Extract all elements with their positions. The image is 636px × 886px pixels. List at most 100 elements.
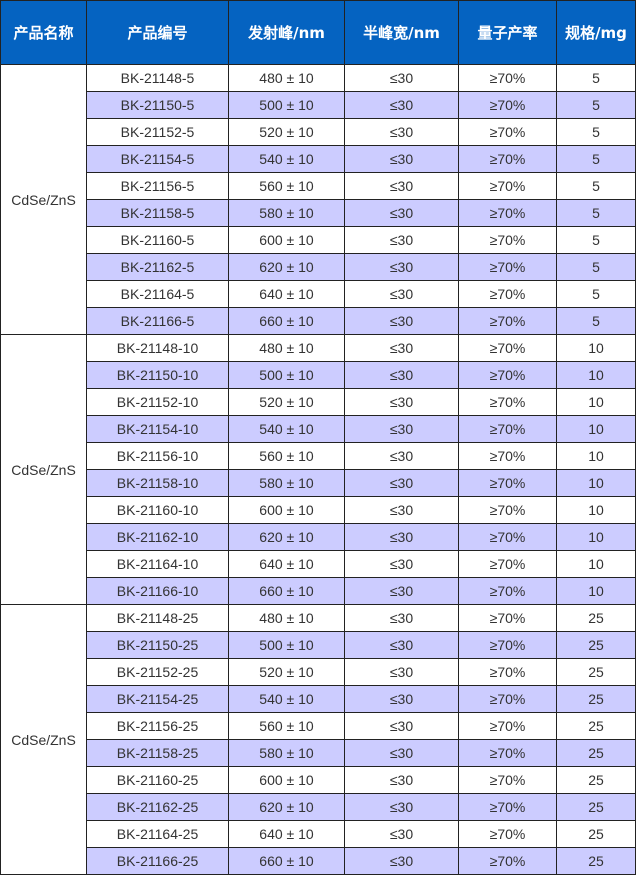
spec-cell: 5 (556, 64, 636, 92)
spec-cell: 25 (556, 847, 636, 875)
emission-peak-cell: 540 ± 10 (228, 685, 345, 713)
fwhm-cell: ≤30 (344, 496, 459, 524)
quantum-yield-cell: ≥70% (458, 523, 557, 551)
product-code-cell: BK-21150-5 (86, 91, 229, 119)
quantum-yield-cell: ≥70% (458, 685, 557, 713)
table-row: BK-21156-25 560 ± 10 ≤30 ≥70% 25 (1, 712, 636, 740)
fwhm-cell: ≤30 (344, 118, 459, 146)
emission-peak-cell: 500 ± 10 (228, 91, 345, 119)
spec-cell: 5 (556, 91, 636, 119)
quantum-yield-cell: ≥70% (458, 604, 557, 632)
quantum-yield-cell: ≥70% (458, 577, 557, 605)
fwhm-cell: ≤30 (344, 631, 459, 659)
emission-peak-cell: 540 ± 10 (228, 415, 345, 443)
emission-peak-cell: 640 ± 10 (228, 820, 345, 848)
table-row: BK-21158-5 580 ± 10 ≤30 ≥70% 5 (1, 199, 636, 227)
spec-cell: 10 (556, 388, 636, 416)
quantum-yield-cell: ≥70% (458, 847, 557, 875)
fwhm-cell: ≤30 (344, 550, 459, 578)
quantum-yield-cell: ≥70% (458, 442, 557, 470)
header-product-name: 产品名称 (0, 0, 87, 65)
table-row: BK-21158-25 580 ± 10 ≤30 ≥70% 25 (1, 739, 636, 767)
table-row: BK-21152-25 520 ± 10 ≤30 ≥70% 25 (1, 658, 636, 686)
fwhm-cell: ≤30 (344, 199, 459, 227)
table-row: BK-21162-10 620 ± 10 ≤30 ≥70% 10 (1, 523, 636, 551)
spec-cell: 10 (556, 415, 636, 443)
spec-cell: 25 (556, 793, 636, 821)
table-row: BK-21154-10 540 ± 10 ≤30 ≥70% 10 (1, 415, 636, 443)
product-code-cell: BK-21152-25 (86, 658, 229, 686)
emission-peak-cell: 480 ± 10 (228, 604, 345, 632)
spec-cell: 25 (556, 685, 636, 713)
fwhm-cell: ≤30 (344, 739, 459, 767)
table-row: BK-21150-5 500 ± 10 ≤30 ≥70% 5 (1, 91, 636, 119)
fwhm-cell: ≤30 (344, 334, 459, 362)
emission-peak-cell: 520 ± 10 (228, 118, 345, 146)
fwhm-cell: ≤30 (344, 361, 459, 389)
fwhm-cell: ≤30 (344, 604, 459, 632)
header-emission-peak: 发射峰/nm (228, 0, 345, 65)
spec-cell: 25 (556, 766, 636, 794)
spec-cell: 10 (556, 577, 636, 605)
spec-cell: 10 (556, 469, 636, 497)
fwhm-cell: ≤30 (344, 469, 459, 497)
fwhm-cell: ≤30 (344, 766, 459, 794)
emission-peak-cell: 560 ± 10 (228, 442, 345, 470)
table-row: CdSe/ZnS BK-21148-10 480 ± 10 ≤30 ≥70% 10 (0, 334, 636, 605)
emission-peak-cell: 660 ± 10 (228, 307, 345, 335)
spec-cell: 10 (556, 442, 636, 470)
quantum-yield-cell: ≥70% (458, 145, 557, 173)
fwhm-cell: ≤30 (344, 415, 459, 443)
spec-cell: 10 (556, 496, 636, 524)
product-name-cell: CdSe/ZnS (0, 334, 87, 605)
spec-cell: 10 (556, 523, 636, 551)
quantum-yield-cell: ≥70% (458, 334, 557, 362)
product-name-cell: CdSe/ZnS (0, 604, 87, 875)
product-code-cell: BK-21152-5 (86, 118, 229, 146)
quantum-yield-cell: ≥70% (458, 253, 557, 281)
quantum-yield-cell: ≥70% (458, 388, 557, 416)
quantum-yield-cell: ≥70% (458, 820, 557, 848)
spec-cell: 25 (556, 631, 636, 659)
product-code-cell: BK-21154-25 (86, 685, 229, 713)
header-product-code: 产品编号 (86, 0, 229, 65)
spec-cell: 5 (556, 199, 636, 227)
table-body: CdSe/ZnS BK-21148-5 480 ± 10 ≤30 ≥70% 5 BK-211… (0, 64, 636, 875)
emission-peak-cell: 520 ± 10 (228, 388, 345, 416)
quantum-yield-cell: ≥70% (458, 631, 557, 659)
fwhm-cell: ≤30 (344, 145, 459, 173)
emission-peak-cell: 640 ± 10 (228, 550, 345, 578)
emission-peak-cell: 560 ± 10 (228, 712, 345, 740)
fwhm-cell: ≤30 (344, 253, 459, 281)
product-code-cell: BK-21164-10 (86, 550, 229, 578)
product-code-cell: BK-21158-10 (86, 469, 229, 497)
table-row: BK-21164-5 640 ± 10 ≤30 ≥70% 5 (1, 280, 636, 308)
table-row: BK-21166-5 660 ± 10 ≤30 ≥70% 5 (1, 307, 636, 335)
fwhm-cell: ≤30 (344, 226, 459, 254)
header-row: 产品名称 产品编号 发射峰/nm 半峰宽/nm 量子产率 规格/mg (0, 0, 636, 65)
emission-peak-cell: 660 ± 10 (228, 847, 345, 875)
emission-peak-cell: 500 ± 10 (228, 631, 345, 659)
spec-cell: 5 (556, 307, 636, 335)
table-row: BK-21160-10 600 ± 10 ≤30 ≥70% 10 (1, 496, 636, 524)
product-code-cell: BK-21154-5 (86, 145, 229, 173)
spec-cell: 10 (556, 550, 636, 578)
product-code-cell: BK-21166-25 (86, 847, 229, 875)
quantum-yield-cell: ≥70% (458, 766, 557, 794)
product-code-cell: BK-21164-25 (86, 820, 229, 848)
table-row: CdSe/ZnS BK-21148-25 480 ± 10 ≤30 ≥70% 25 (0, 604, 636, 875)
fwhm-cell: ≤30 (344, 388, 459, 416)
header-fwhm: 半峰宽/nm (344, 0, 459, 65)
quantum-yield-cell: ≥70% (458, 280, 557, 308)
spec-cell: 5 (556, 145, 636, 173)
quantum-yield-cell: ≥70% (458, 469, 557, 497)
quantum-yield-cell: ≥70% (458, 793, 557, 821)
table-row: BK-21158-10 580 ± 10 ≤30 ≥70% 10 (1, 469, 636, 497)
product-code-cell: BK-21156-25 (86, 712, 229, 740)
product-code-cell: BK-21158-25 (86, 739, 229, 767)
fwhm-cell: ≤30 (344, 442, 459, 470)
header-quantum-yield: 量子产率 (458, 0, 557, 65)
fwhm-cell: ≤30 (344, 685, 459, 713)
spec-cell: 25 (556, 739, 636, 767)
